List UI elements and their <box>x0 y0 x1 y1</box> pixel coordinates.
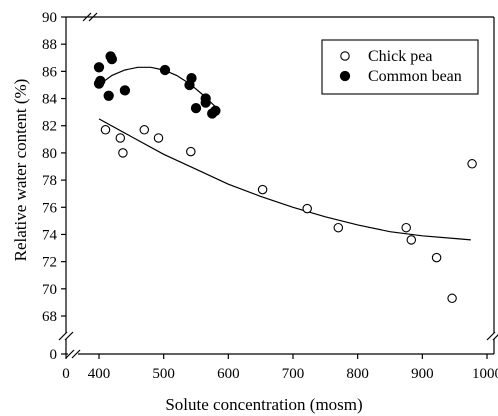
point-chick-pea <box>401 222 411 233</box>
points-layer <box>93 51 477 304</box>
y-tick-label: 70 <box>42 282 57 298</box>
y-tick-label: 84 <box>42 92 58 108</box>
point-chick-pea <box>139 125 150 135</box>
legend-label: Common bean <box>368 68 462 85</box>
point-common-bean <box>93 62 105 73</box>
legend-label: Chick pea <box>368 48 432 65</box>
y-tick-label: 74 <box>42 227 58 243</box>
x-tick-label: 600 <box>217 366 240 382</box>
x-tick-label: 800 <box>346 366 369 382</box>
point-chick-pea <box>447 293 457 304</box>
legend-marker <box>339 70 351 82</box>
trendline-common-bean <box>98 66 216 108</box>
point-common-bean <box>106 53 118 65</box>
point-chick-pea <box>406 235 417 245</box>
point-common-bean <box>103 90 114 101</box>
frame-top-break-mark-2 <box>88 12 98 22</box>
y-axis-break-mark-1 <box>58 331 68 341</box>
y-axis-title: Relative water content (%) <box>11 79 30 262</box>
point-chick-pea <box>100 125 111 135</box>
x-axis-break-mark-2 <box>71 349 81 359</box>
trendline-chick-pea <box>98 118 471 241</box>
x-tick-label: 700 <box>282 366 305 382</box>
point-common-bean <box>190 102 202 114</box>
point-common-bean <box>119 85 131 96</box>
x-tick-label: 500 <box>152 366 175 382</box>
point-chick-pea <box>333 222 344 233</box>
point-chick-pea <box>153 133 164 143</box>
x-axis-title: Solute concentration (mosm) <box>165 395 362 414</box>
x-tick-label: 400 <box>88 366 111 382</box>
frame-right-break-mark-1 <box>486 331 496 341</box>
point-common-bean <box>95 75 106 87</box>
point-chick-pea <box>302 203 312 214</box>
y-tick-label: 78 <box>42 173 57 189</box>
point-chick-pea <box>115 133 126 143</box>
x-tick-label: 900 <box>411 366 434 382</box>
point-chick-pea <box>431 252 442 263</box>
point-chick-pea <box>186 146 196 157</box>
x-tick-label: 0 <box>62 366 70 382</box>
y-tick-label: 76 <box>42 200 58 216</box>
point-common-bean <box>200 97 211 108</box>
x-axis-break-mark-1 <box>65 349 75 359</box>
point-chick-pea <box>118 148 128 158</box>
frame-top-break-mark-1 <box>82 12 92 22</box>
legend-box <box>321 39 479 95</box>
legend: Chick pea Common bean <box>321 39 479 95</box>
point-common-bean <box>186 73 197 84</box>
y-tick-label: 80 <box>42 146 57 162</box>
y-tick-label: 88 <box>42 37 57 53</box>
y-tick-label: 90 <box>42 10 57 26</box>
y-tick-label: 82 <box>42 119 57 135</box>
frame-right-break-mark-2 <box>492 334 498 341</box>
trendline-layer <box>98 66 471 241</box>
legend-marker <box>340 51 350 61</box>
y-tick-label: 72 <box>42 255 57 271</box>
y-tick-label: 0 <box>50 347 58 363</box>
point-common-bean <box>210 105 221 116</box>
y-tick-label: 68 <box>42 309 57 325</box>
y-tick-label: 86 <box>42 64 58 80</box>
point-common-bean <box>159 64 171 76</box>
y-axis-break-mark-2 <box>64 331 74 341</box>
point-chick-pea <box>467 159 477 169</box>
point-chick-pea <box>257 184 268 195</box>
